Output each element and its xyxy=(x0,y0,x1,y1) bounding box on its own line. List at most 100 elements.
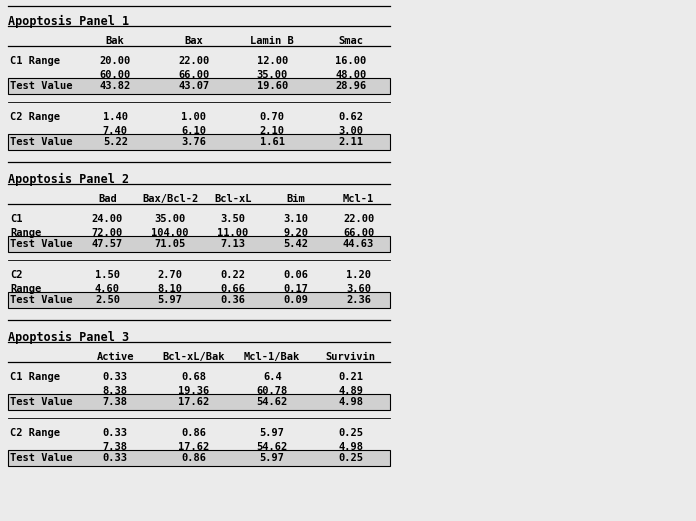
Text: 72.00: 72.00 xyxy=(92,228,123,238)
Text: 8.38: 8.38 xyxy=(103,386,128,395)
Text: 5.97: 5.97 xyxy=(158,295,182,305)
Text: 0.66: 0.66 xyxy=(221,283,246,293)
Text: Smac: Smac xyxy=(338,36,363,46)
Text: 19.60: 19.60 xyxy=(257,81,288,91)
Text: 2.10: 2.10 xyxy=(260,126,285,135)
Text: C2 Range: C2 Range xyxy=(10,111,60,121)
Text: Bax/Bcl-2: Bax/Bcl-2 xyxy=(142,194,198,204)
Text: 0.70: 0.70 xyxy=(260,111,285,121)
Text: Apoptosis Panel 2: Apoptosis Panel 2 xyxy=(8,173,129,186)
Text: 24.00: 24.00 xyxy=(92,214,123,224)
Text: 2.36: 2.36 xyxy=(346,295,371,305)
Text: 28.96: 28.96 xyxy=(335,81,366,91)
Text: 3.60: 3.60 xyxy=(346,283,371,293)
Text: 0.33: 0.33 xyxy=(103,428,128,438)
Text: Mcl-1/Bak: Mcl-1/Bak xyxy=(244,352,301,362)
Text: 7.38: 7.38 xyxy=(103,441,128,452)
Text: 1.50: 1.50 xyxy=(95,269,120,279)
Text: 60.78: 60.78 xyxy=(257,386,288,395)
Text: 9.20: 9.20 xyxy=(283,228,308,238)
Text: C1: C1 xyxy=(10,214,22,224)
Text: 0.68: 0.68 xyxy=(181,371,206,381)
Text: Test Value: Test Value xyxy=(10,397,72,407)
Text: 7.38: 7.38 xyxy=(103,397,128,407)
Text: Bcl-xL/Bak: Bcl-xL/Bak xyxy=(162,352,225,362)
Text: Apoptosis Panel 3: Apoptosis Panel 3 xyxy=(8,331,129,344)
Text: 3.76: 3.76 xyxy=(181,137,206,147)
Text: 3.10: 3.10 xyxy=(283,214,308,224)
Text: 6.10: 6.10 xyxy=(181,126,206,135)
Text: 5.97: 5.97 xyxy=(260,428,285,438)
Text: Bax: Bax xyxy=(184,36,203,46)
Text: 0.21: 0.21 xyxy=(338,371,363,381)
Text: 0.25: 0.25 xyxy=(338,428,363,438)
Text: 35.00: 35.00 xyxy=(155,214,186,224)
Text: 0.86: 0.86 xyxy=(181,428,206,438)
Text: Bcl-xL: Bcl-xL xyxy=(214,194,252,204)
Text: 5.22: 5.22 xyxy=(103,137,128,147)
Text: Active: Active xyxy=(97,352,134,362)
Text: 43.82: 43.82 xyxy=(100,81,131,91)
Text: 11.00: 11.00 xyxy=(217,228,248,238)
Text: 4.98: 4.98 xyxy=(338,441,363,452)
Text: 1.61: 1.61 xyxy=(260,137,285,147)
Text: Test Value: Test Value xyxy=(10,453,72,463)
Text: Range: Range xyxy=(10,283,41,293)
Bar xyxy=(8,450,390,466)
Text: 35.00: 35.00 xyxy=(257,69,288,80)
Text: 0.17: 0.17 xyxy=(283,283,308,293)
Text: Bak: Bak xyxy=(106,36,125,46)
Text: Mcl-1: Mcl-1 xyxy=(343,194,374,204)
Text: Bad: Bad xyxy=(98,194,117,204)
Text: 8.10: 8.10 xyxy=(158,283,182,293)
Text: 104.00: 104.00 xyxy=(152,228,189,238)
Text: 44.63: 44.63 xyxy=(343,239,374,249)
Text: 4.89: 4.89 xyxy=(338,386,363,395)
Text: Test Value: Test Value xyxy=(10,137,72,147)
Text: 1.40: 1.40 xyxy=(103,111,128,121)
Text: 16.00: 16.00 xyxy=(335,56,366,66)
Text: 0.62: 0.62 xyxy=(338,111,363,121)
Text: 22.00: 22.00 xyxy=(178,56,209,66)
Text: 19.36: 19.36 xyxy=(178,386,209,395)
Text: 5.97: 5.97 xyxy=(260,453,285,463)
Text: 3.00: 3.00 xyxy=(338,126,363,135)
Text: 0.86: 0.86 xyxy=(181,453,206,463)
Text: Test Value: Test Value xyxy=(10,239,72,249)
Text: 43.07: 43.07 xyxy=(178,81,209,91)
Text: Apoptosis Panel 1: Apoptosis Panel 1 xyxy=(8,15,129,28)
Text: 12.00: 12.00 xyxy=(257,56,288,66)
Text: Bim: Bim xyxy=(287,194,305,204)
Text: Test Value: Test Value xyxy=(10,81,72,91)
Text: Test Value: Test Value xyxy=(10,295,72,305)
Text: 2.11: 2.11 xyxy=(338,137,363,147)
Text: 22.00: 22.00 xyxy=(343,214,374,224)
Text: 54.62: 54.62 xyxy=(257,397,288,407)
Text: C1 Range: C1 Range xyxy=(10,371,60,381)
Text: 4.98: 4.98 xyxy=(338,397,363,407)
Text: 48.00: 48.00 xyxy=(335,69,366,80)
Text: 0.09: 0.09 xyxy=(283,295,308,305)
Text: 2.70: 2.70 xyxy=(158,269,182,279)
Text: 7.40: 7.40 xyxy=(103,126,128,135)
Text: 66.00: 66.00 xyxy=(178,69,209,80)
Text: 17.62: 17.62 xyxy=(178,441,209,452)
Text: 20.00: 20.00 xyxy=(100,56,131,66)
Text: Survivin: Survivin xyxy=(326,352,376,362)
Bar xyxy=(8,394,390,410)
Text: 0.06: 0.06 xyxy=(283,269,308,279)
Text: C1 Range: C1 Range xyxy=(10,56,60,66)
Text: 0.33: 0.33 xyxy=(103,453,128,463)
Text: 0.22: 0.22 xyxy=(221,269,246,279)
Text: 47.57: 47.57 xyxy=(92,239,123,249)
Text: C2 Range: C2 Range xyxy=(10,428,60,438)
Text: 0.36: 0.36 xyxy=(221,295,246,305)
Text: 54.62: 54.62 xyxy=(257,441,288,452)
Text: 66.00: 66.00 xyxy=(343,228,374,238)
Text: 4.60: 4.60 xyxy=(95,283,120,293)
Bar xyxy=(8,78,390,94)
Text: 17.62: 17.62 xyxy=(178,397,209,407)
Bar xyxy=(8,134,390,150)
Text: Lamin B: Lamin B xyxy=(251,36,294,46)
Text: 0.25: 0.25 xyxy=(338,453,363,463)
